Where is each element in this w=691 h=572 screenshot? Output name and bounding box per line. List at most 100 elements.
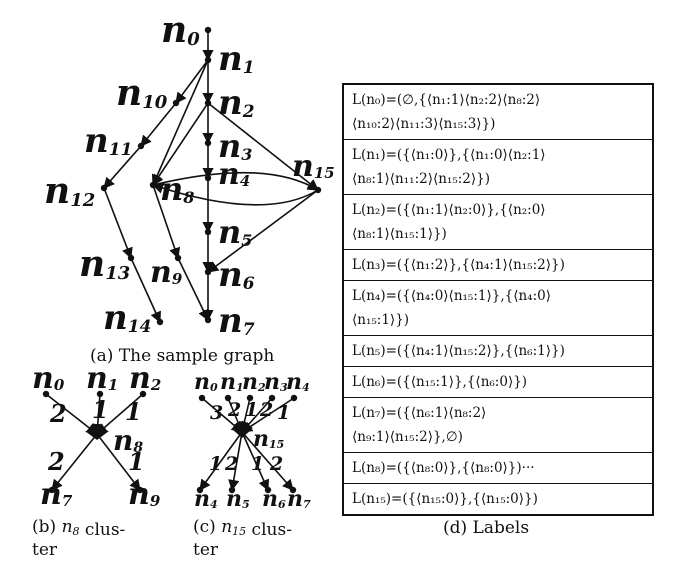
cluster-c-weight-top-4: 1 [277, 402, 290, 424]
node-dot-n2 [204, 99, 212, 107]
node-dot-n14 [156, 318, 164, 326]
edge-n15-n6 [207, 189, 319, 273]
label-row: L(n₁)=({⟨n₁:0⟩},{⟨n₁:0⟩⟨n₂:1⟩ ⟨n₈:1⟩⟨n₁₁:… [342, 139, 654, 195]
labels-caption: (d) Labels [443, 518, 530, 538]
node-label-n6: n6 [218, 255, 255, 295]
edge-n13-n14 [130, 257, 161, 324]
cluster-b-weight-bottom-1: 1 [128, 447, 145, 476]
cluster-b-bottom-label-1: n9 [128, 477, 161, 512]
label-line: ⟨n₈:1⟩⟨n₁₅:1⟩}) [352, 226, 447, 242]
cluster-c-top-label-1: n1 [220, 369, 244, 395]
edge-n8-n15 [152, 171, 319, 191]
cluster-b-weight-top-1: 1 [92, 395, 109, 424]
label-row: L(n₂)=({⟨n₁:1⟩⟨n₂:0⟩},{⟨n₂:0⟩ ⟨n₈:1⟩⟨n₁₅:… [342, 194, 654, 250]
label-row: L(n₅)=({⟨n₄:1⟩⟨n₁₅:2⟩},{⟨n₆:1⟩}) [342, 335, 654, 367]
node-label-n10: n10 [116, 72, 168, 114]
cluster-c-edge-top-4 [241, 397, 295, 433]
cluster-c-bottom-label-0: n4 [194, 486, 218, 512]
label-cell: L(n₂)=({⟨n₁:1⟩⟨n₂:0⟩},{⟨n₂:0⟩ ⟨n₈:1⟩⟨n₁₅:… [342, 194, 654, 250]
cluster-c-bottom-dot-0 [196, 486, 204, 494]
edge-n2-n8 [152, 102, 209, 186]
label-line: L(n₁₅)=({⟨n₁₅:0⟩},{⟨n₁₅:0⟩}) [352, 491, 538, 507]
node-label-n2: n2 [218, 83, 255, 123]
node-label-n14: n14 [103, 298, 151, 338]
cluster-b-edge-bottom-0 [51, 433, 98, 491]
node-label-n9: n9 [150, 255, 183, 290]
cluster-b-top-dot-0 [42, 390, 50, 398]
node-label-n0: n0 [161, 9, 200, 51]
cluster-c-weight-top-3: 2 [259, 399, 273, 421]
cluster-c-weight-bottom-3: 2 [269, 453, 283, 475]
cluster-c-top-label-0: n0 [194, 369, 218, 395]
label-cell: L(n₃)=({⟨n₁:2⟩},{⟨n₄:1⟩⟨n₁₅:2⟩}) [342, 249, 654, 281]
caption-b-line2: ter [32, 540, 58, 560]
node-dot-n11 [137, 142, 145, 150]
label-cell: L(n₅)=({⟨n₄:1⟩⟨n₁₅:2⟩},{⟨n₆:1⟩}) [342, 335, 654, 367]
node-dot-n10 [172, 99, 180, 107]
label-row: L(n₈)=({⟨n₈:0⟩},{⟨n₈:0⟩})··· [342, 452, 654, 484]
edge-n1-n10 [175, 59, 209, 104]
cluster-b-top-label-2: n2 [129, 361, 161, 396]
label-cell: L(n₁)=({⟨n₁:0⟩},{⟨n₁:0⟩⟨n₂:1⟩ ⟨n₈:1⟩⟨n₁₁:… [342, 139, 654, 195]
cluster-c-weight-top-1: 2 [227, 399, 241, 421]
caption-c-line2: ter [193, 540, 219, 560]
cluster-c-weight-bottom-2: 1 [251, 453, 264, 475]
label-line: L(n₃)=({⟨n₁:2⟩},{⟨n₄:1⟩⟨n₁₅:2⟩}) [352, 257, 565, 273]
cluster-b-center-dot [85, 431, 109, 440]
label-line: L(n₈)=({⟨n₈:0⟩},{⟨n₈:0⟩})··· [352, 460, 535, 476]
node-label-n4: n4 [218, 157, 250, 192]
node-label-n1: n1 [218, 39, 255, 79]
caption-a: (a) The sample graph [90, 346, 274, 366]
cluster-c-top-dot-2 [246, 394, 254, 402]
cluster-c-top-dot-4 [290, 394, 298, 402]
cluster-b-top-label-0: n0 [32, 361, 65, 396]
cluster-c-edge-bottom-3 [241, 431, 294, 491]
node-dot-n12 [100, 184, 108, 192]
cluster-c-bottom-label-2: n6 [262, 486, 286, 512]
label-line: L(n₀)=(∅,{⟨n₁:1⟩⟨n₂:2⟩⟨n₈:2⟩ [352, 92, 541, 108]
node-label-n3: n3 [218, 127, 252, 165]
label-row: L(n₄)=({⟨n₄:0⟩⟨n₁₅:1⟩},{⟨n₄:0⟩ ⟨n₁₅:1⟩}) [342, 280, 654, 336]
cluster-c-top-label-3: n3 [264, 369, 288, 395]
cluster-c-weight-top-2: 1 [245, 399, 258, 421]
label-row: L(n₀)=(∅,{⟨n₁:1⟩⟨n₂:2⟩⟨n₈:2⟩ ⟨n₁₀:2⟩⟨n₁₁:… [342, 83, 654, 140]
node-label-n15: n15 [292, 149, 335, 184]
label-line: ⟨n₈:1⟩⟨n₁₁:2⟩⟨n₁₅:2⟩}) [352, 171, 491, 187]
node-label-n13: n13 [79, 243, 130, 285]
label-line: L(n₅)=({⟨n₄:1⟩⟨n₁₅:2⟩},{⟨n₆:1⟩}) [352, 343, 565, 359]
node-dot-n1 [204, 56, 212, 64]
node-dot-n15 [314, 186, 322, 194]
node-dot-n7 [204, 316, 212, 324]
cluster-c-edge-bottom-0 [199, 431, 243, 491]
cluster-c-top-label-4: n4 [286, 369, 310, 395]
cluster-b-bottom-label-0: n7 [40, 477, 73, 512]
label-cell: L(n₁₅)=({⟨n₁₅:0⟩},{⟨n₁₅:0⟩}) [342, 483, 654, 516]
node-label-n11: n11 [84, 121, 132, 161]
label-cell: L(n₆)=({⟨n₁₅:1⟩},{⟨n₆:0⟩}) [342, 366, 654, 398]
label-line: L(n₄)=({⟨n₄:0⟩⟨n₁₅:1⟩},{⟨n₄:0⟩ [352, 288, 551, 304]
cluster-c-weight-bottom-0: 1 [209, 453, 222, 475]
cluster-b-center-label: n8 [113, 424, 143, 457]
edge-n9-n7 [177, 257, 209, 322]
edge-n15-n8 [151, 182, 319, 206]
subfigure-captions: (a) The sample graph(b) n8 clus-ter(c) n… [32, 346, 292, 560]
node-dot-n8 [149, 181, 157, 189]
node-label-n12: n12 [44, 170, 95, 212]
label-row: L(n₇)=({⟨n₆:1⟩⟨n₈:2⟩ ⟨n₉:1⟩⟨n₁₅:2⟩},∅) [342, 397, 654, 453]
label-cell: L(n₇)=({⟨n₆:1⟩⟨n₈:2⟩ ⟨n₉:1⟩⟨n₁₅:2⟩},∅) [342, 397, 654, 453]
cluster-c-bottom-dot-2 [264, 486, 272, 494]
node-label-n7: n7 [218, 301, 255, 341]
edge-n8-n9 [152, 184, 181, 260]
label-line: L(n₇)=({⟨n₆:1⟩⟨n₈:2⟩ [352, 405, 487, 421]
cluster-c-bottom-label-1: n5 [226, 486, 250, 512]
label-cell: L(n₀)=(∅,{⟨n₁:1⟩⟨n₂:2⟩⟨n₈:2⟩ ⟨n₁₀:2⟩⟨n₁₁:… [342, 83, 654, 140]
cluster-c-weight-bottom-1: 2 [224, 453, 238, 475]
cluster-b-edge-top-0 [45, 393, 98, 435]
cluster-c-center-dot [232, 429, 252, 438]
label-line: ⟨n₁₅:1⟩}) [352, 312, 410, 328]
node-label-n8: n8 [160, 170, 194, 208]
cluster-b-top-dot-2 [139, 390, 147, 398]
node-dot-n6 [204, 268, 212, 276]
